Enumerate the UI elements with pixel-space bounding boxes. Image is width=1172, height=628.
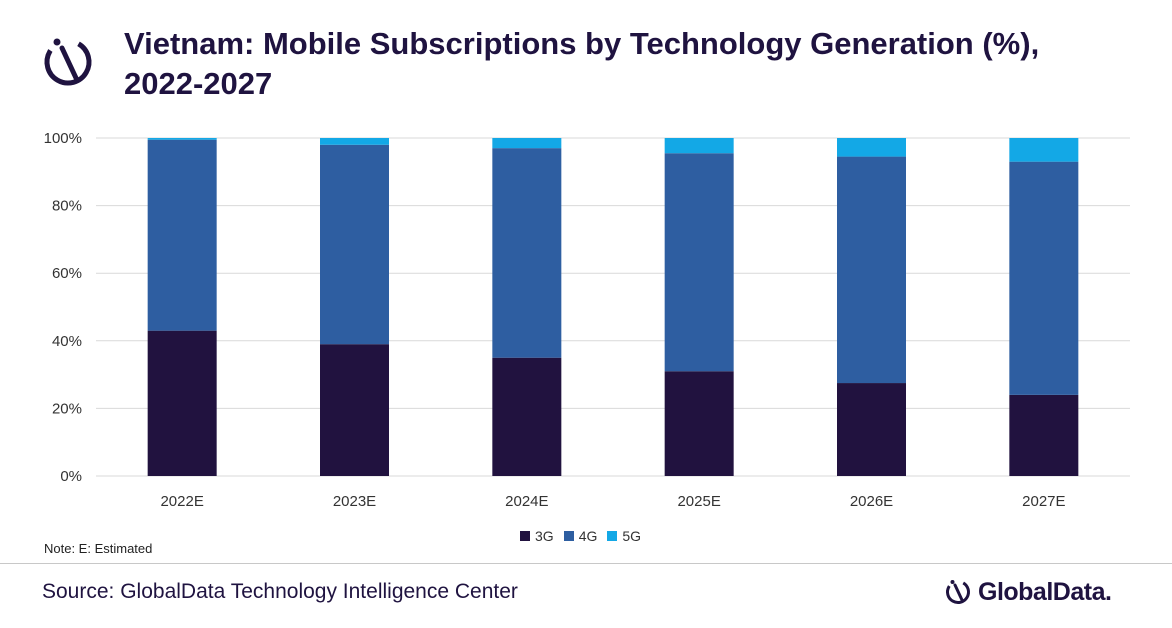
- legend-swatch-3g: [520, 531, 530, 541]
- gridlines: [96, 137, 1130, 477]
- bar-3g-2025e: [664, 371, 734, 476]
- legend-label-3g: 3G: [535, 528, 554, 544]
- bars: [147, 138, 1079, 476]
- brand-logo: GlobalData.: [944, 576, 1112, 608]
- chart-note: Note: E: Estimated: [44, 541, 153, 556]
- legend-swatch-5g: [607, 531, 618, 541]
- x-axis-ticks: 2022E 2023E 2024E 2025E 2026E 2027E: [160, 493, 1065, 510]
- legend-item-3g: 3G: [520, 528, 554, 544]
- legend: 3G 4G 5G: [520, 528, 641, 544]
- footer-divider: [0, 563, 1172, 564]
- x-tick-label: 2025E: [677, 493, 720, 510]
- y-tick-label: 20%: [52, 400, 82, 417]
- legend-swatch-4g: [563, 531, 574, 541]
- x-tick-label: 2022E: [160, 493, 203, 510]
- bar-3g-2024e: [492, 357, 562, 476]
- y-axis-ticks: 0% 20% 40% 60% 80% 100%: [44, 130, 82, 485]
- bar-4g-2023e: [320, 144, 389, 345]
- globaldata-logo-icon: [44, 38, 92, 86]
- bar-3g-2026e: [837, 383, 906, 476]
- bar-3g-2027e: [1009, 394, 1079, 476]
- x-tick-label: 2027E: [1022, 493, 1065, 510]
- bar-5g-2024e: [492, 138, 562, 149]
- globaldata-brand-icon: [946, 580, 970, 604]
- y-tick-label: 80%: [52, 198, 82, 215]
- bar-5g-2023e: [320, 138, 389, 145]
- stacked-bar-chart: 0%20%40%60%80%100% 2022E 2023E 2024E 2025E 2…: [44, 130, 1130, 510]
- bar-4g-2022e: [147, 139, 217, 331]
- bar-4g-2027e: [1009, 161, 1079, 395]
- y-tick-label: 60%: [52, 265, 82, 282]
- bar-3g-2022e: [147, 330, 217, 476]
- bar-4g-2024e: [492, 148, 562, 358]
- y-tick-label: 100%: [44, 130, 82, 147]
- legend-label-4g: 4G: [578, 528, 598, 544]
- bar-3g-2023e: [320, 344, 389, 476]
- chart-title: Vietnam: Mobile Subscriptions by Technol…: [124, 26, 1040, 101]
- legend-item-5g: 5G: [607, 528, 641, 544]
- legend-label-5g: 5G: [622, 528, 642, 544]
- bar-5g-2026e: [837, 138, 906, 157]
- source-text: Source: GlobalData Technology Intelligen…: [42, 580, 518, 603]
- brand-name: GlobalData.: [978, 577, 1112, 606]
- legend-item-4g: 4G: [563, 528, 598, 544]
- bar-5g-2025e: [664, 138, 734, 154]
- x-tick-label: 2026E: [850, 493, 893, 510]
- bar-5g-2022e: [147, 138, 217, 140]
- x-tick-label: 2024E: [505, 493, 548, 510]
- bar-5g-2027e: [1009, 138, 1079, 162]
- x-tick-label: 2023E: [333, 493, 376, 510]
- bar-4g-2026e: [837, 156, 906, 384]
- bar-4g-2025e: [664, 153, 734, 372]
- y-tick-label: 40%: [52, 333, 82, 350]
- y-tick-label: 0%: [60, 468, 82, 485]
